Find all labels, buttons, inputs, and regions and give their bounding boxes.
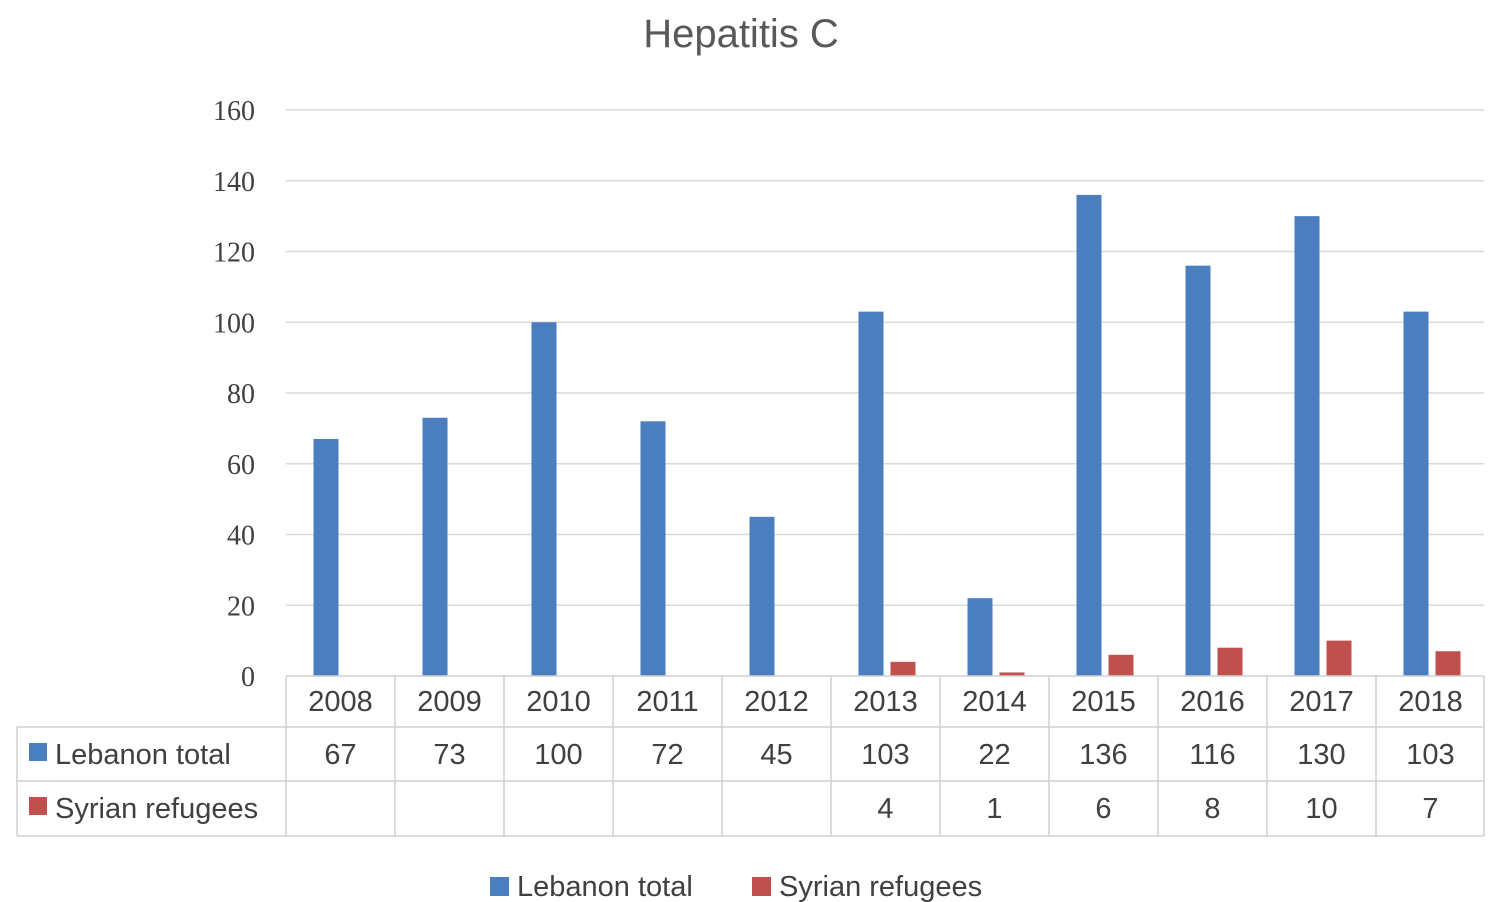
data-label: 7 [1422, 793, 1438, 825]
y-tick-label: 140 [213, 167, 255, 198]
x-tick-label: 2012 [744, 686, 809, 718]
data-label: 6 [1095, 793, 1111, 825]
data-label: 73 [433, 739, 465, 771]
x-tick-label: 2018 [1398, 686, 1463, 718]
data-label: 72 [651, 739, 683, 771]
bar-lebanon-total [1076, 194, 1102, 676]
table-legend-key [29, 743, 47, 761]
y-tick-label: 0 [241, 662, 255, 693]
data-label: 136 [1079, 739, 1127, 771]
x-tick-label: 2016 [1180, 686, 1245, 718]
bar-syrian-refugees [1435, 651, 1461, 676]
x-tick-label: 2017 [1289, 686, 1354, 718]
bar-lebanon-total [531, 322, 557, 676]
bar-lebanon-total [1294, 216, 1320, 676]
y-tick-label: 20 [227, 591, 255, 622]
bars [313, 194, 1461, 676]
data-label: 1 [986, 793, 1002, 825]
data-label: 45 [760, 739, 792, 771]
chart-title: Hepatitis C [643, 12, 839, 56]
data-label: 103 [1406, 739, 1454, 771]
y-tick-label: 60 [227, 450, 255, 481]
data-label: 10 [1305, 793, 1337, 825]
table-series-label: Syrian refugees [55, 793, 258, 825]
legend-label: Lebanon total [517, 871, 693, 902]
bar-syrian-refugees [999, 672, 1025, 676]
bar-lebanon-total [1403, 311, 1429, 676]
bar-lebanon-total [967, 598, 993, 676]
bar-lebanon-total [640, 421, 666, 676]
data-label: 103 [861, 739, 909, 771]
data-table: 2008 2009 2010 2011 2012 2013 2014 2015 2016 2017… [16, 675, 1485, 837]
legend-label: Syrian refugees [779, 871, 982, 902]
y-tick-label: 120 [213, 238, 255, 269]
legend-key [490, 877, 509, 896]
bar-lebanon-total [858, 311, 884, 676]
y-tick-label: 40 [227, 521, 255, 552]
y-tick-label: 160 [213, 96, 255, 127]
y-tick-label: 80 [227, 379, 255, 410]
data-label: 100 [534, 739, 582, 771]
legend-key [752, 877, 771, 896]
x-tick-label: 2008 [308, 686, 373, 718]
bar-lebanon-total [422, 417, 448, 676]
data-label: 8 [1204, 793, 1220, 825]
y-tick-label: 100 [213, 308, 255, 339]
y-axis-ticks: 0 20 40 60 80 100 120 140 160 [213, 96, 255, 693]
bar-syrian-refugees [1217, 647, 1243, 676]
bar-lebanon-total [1185, 265, 1211, 676]
data-label: 130 [1297, 739, 1345, 771]
bar-syrian-refugees [890, 661, 916, 676]
data-label: 4 [877, 793, 893, 825]
table-legend-key [29, 797, 47, 815]
x-tick-label: 2014 [962, 686, 1027, 718]
legend: Lebanon total Syrian refugees [490, 871, 982, 902]
data-label: 116 [1189, 739, 1235, 771]
data-label: 67 [324, 739, 356, 771]
data-label: 22 [978, 739, 1010, 771]
x-tick-label: 2009 [417, 686, 482, 718]
x-tick-label: 2011 [636, 686, 698, 718]
bar-lebanon-total [313, 438, 339, 676]
bar-syrian-refugees [1326, 640, 1352, 676]
x-tick-label: 2013 [853, 686, 918, 718]
x-tick-label: 2015 [1071, 686, 1136, 718]
bar-syrian-refugees [1108, 654, 1134, 676]
gridlines [286, 109, 1484, 606]
x-tick-label: 2010 [526, 686, 591, 718]
table-series-label: Lebanon total [55, 739, 231, 771]
bar-lebanon-total [749, 516, 775, 676]
